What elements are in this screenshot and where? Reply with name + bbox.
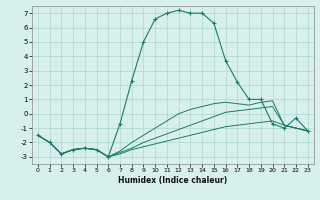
X-axis label: Humidex (Indice chaleur): Humidex (Indice chaleur) (118, 176, 228, 185)
